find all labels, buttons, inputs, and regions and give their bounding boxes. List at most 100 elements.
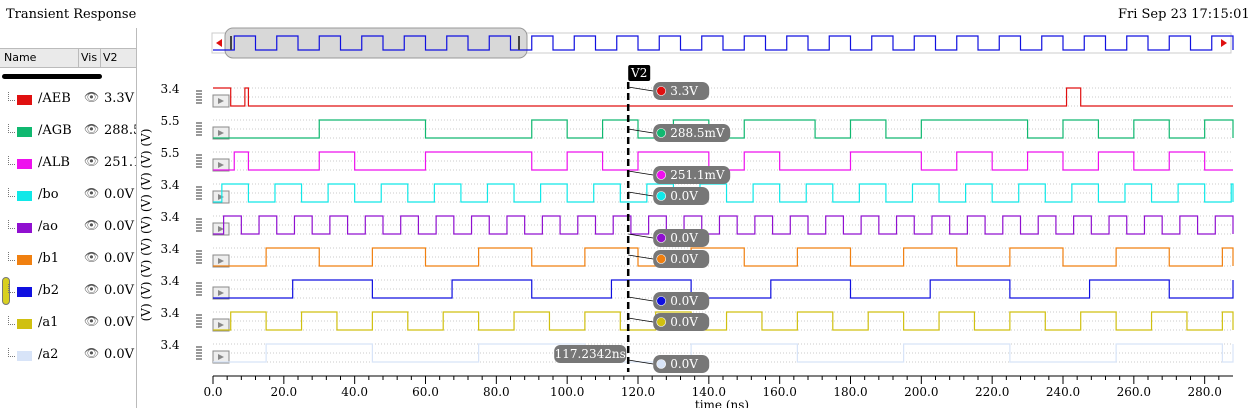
play-icon[interactable] (212, 254, 230, 268)
value-bubble-ALB[interactable]: 251.1mV (628, 166, 731, 184)
value-bubble-a1[interactable]: 0.0V (628, 313, 710, 331)
x-axis-label: time (ns) (695, 398, 749, 408)
eye-icon[interactable]: 👁 (84, 346, 100, 360)
name-column-header[interactable]: Name (4, 51, 37, 64)
y-max-label: 5.5 (160, 114, 179, 128)
trace-row-ao[interactable]: 3.4 (160, 210, 1234, 236)
signal-value: 0.0V (104, 283, 135, 298)
eye-icon[interactable]: 👁 (84, 282, 100, 296)
x-tick-label: 220.0 (975, 385, 1009, 399)
waveform-trace[interactable] (213, 247, 1234, 267)
play-icon[interactable] (212, 94, 230, 108)
y-max-label: 3.4 (160, 274, 179, 288)
y-max-label: 5.5 (160, 146, 179, 160)
value-dot (656, 233, 667, 243)
timestamp: Fri Sep 23 17:15:01 2022 (1118, 7, 1252, 22)
signal-row-b1[interactable]: /b1 👁 0.0V (0, 250, 136, 282)
signal-color-swatch[interactable] (17, 127, 32, 137)
y-max-label: 3.4 (160, 306, 179, 320)
cursor-value-label: 0.0V (670, 315, 698, 329)
value-dot (656, 254, 667, 264)
signal-value: 0.0V (104, 187, 135, 202)
value-bubble-b1[interactable]: 0.0V (628, 250, 710, 268)
signal-color-swatch[interactable] (17, 255, 32, 265)
trace-row-b1[interactable]: 3.4 (160, 242, 1234, 268)
signal-value: 3.3V (104, 91, 135, 106)
play-icon[interactable] (212, 286, 230, 300)
signal-color-swatch[interactable] (17, 319, 32, 329)
signal-value: 251.1mV (104, 155, 136, 170)
trace-row-AEB[interactable]: 3.4 (160, 82, 1233, 108)
value-bubble-AEB[interactable]: 3.3V (628, 82, 710, 100)
eye-icon[interactable]: 👁 (84, 122, 100, 136)
signal-color-swatch[interactable] (17, 191, 32, 201)
signal-row-a1[interactable]: /a1 👁 0.0V (0, 314, 136, 346)
signal-row-ao[interactable]: /ao 👁 0.0V (0, 218, 136, 250)
cursor-v2[interactable]: V2 (626, 65, 651, 372)
waveform-trace[interactable] (213, 183, 1234, 203)
x-tick-label: 60.0 (412, 385, 439, 399)
thumb-left-handle[interactable] (230, 36, 232, 50)
eye-icon[interactable]: 👁 (84, 90, 100, 104)
signal-row-b2[interactable]: /b2 👁 0.0V (0, 282, 136, 314)
signal-value: 288.5mV (104, 123, 136, 138)
signal-color-swatch[interactable] (17, 351, 32, 361)
cursor-tag[interactable] (628, 65, 651, 81)
signal-row-a2[interactable]: /a2 👁 0.0V (0, 346, 136, 378)
play-icon[interactable] (212, 126, 230, 140)
scroll-right-icon[interactable] (1221, 39, 1227, 47)
eye-icon[interactable]: 👁 (84, 154, 100, 168)
overview-strip[interactable] (211, 27, 1234, 59)
value-bubble-b2[interactable]: 0.0V (628, 292, 710, 310)
waveform-trace[interactable] (213, 311, 1234, 331)
trace-row-a2[interactable]: 3.4 (160, 338, 1234, 364)
waveform-trace[interactable] (213, 215, 1234, 235)
scroll-left-icon[interactable] (216, 39, 222, 47)
cursor-value-label: 0.0V (670, 252, 698, 266)
eye-icon[interactable]: 👁 (84, 218, 100, 232)
waveform-trace[interactable] (213, 87, 1233, 107)
play-icon[interactable] (212, 318, 230, 332)
row-marker (2, 277, 10, 305)
y-max-label: 3.4 (160, 210, 179, 224)
play-icon[interactable] (212, 158, 230, 172)
play-icon[interactable] (212, 222, 230, 236)
signal-color-swatch[interactable] (17, 95, 32, 105)
waveform-trace[interactable] (213, 343, 1234, 363)
thumb-right-handle[interactable] (518, 36, 520, 50)
signal-row-AEB[interactable]: /AEB 👁 3.3V (0, 90, 136, 122)
signal-value: 0.0V (104, 347, 135, 362)
y-max-label: 3.4 (160, 82, 179, 96)
eye-icon[interactable]: 👁 (84, 186, 100, 200)
tree-connector (8, 124, 15, 133)
cursor-value-label: 0.0V (670, 189, 698, 203)
vis-column-header[interactable]: Vis (81, 51, 98, 64)
trace-row-a1[interactable]: 3.4 (160, 306, 1234, 332)
value-bubble-a2[interactable]: 0.0V (628, 355, 710, 373)
signal-row-AGB[interactable]: /AGB 👁 288.5mV (0, 122, 136, 154)
eye-icon[interactable]: 👁 (84, 250, 100, 264)
x-tick-label: 260.0 (1117, 385, 1151, 399)
waveform-trace[interactable] (213, 119, 1234, 139)
eye-icon[interactable]: 👁 (84, 314, 100, 328)
overview-thumb[interactable] (224, 27, 528, 59)
value-dot (656, 128, 667, 138)
waveform-trace[interactable] (213, 151, 1233, 171)
signal-row-ALB[interactable]: /ALB 👁 251.1mV (0, 154, 136, 186)
value-bubble-AGB[interactable]: 288.5mV (628, 124, 731, 142)
value-bubble-ao[interactable]: 0.0V (628, 229, 710, 247)
play-icon[interactable] (212, 190, 230, 204)
play-icon[interactable] (212, 350, 230, 364)
value-column-header[interactable]: V2 (103, 51, 118, 64)
tree-connector (8, 92, 15, 101)
signal-color-swatch[interactable] (17, 287, 32, 297)
waveform-trace[interactable] (213, 279, 1234, 299)
x-tick-label: 20.0 (270, 385, 297, 399)
signal-color-swatch[interactable] (17, 223, 32, 233)
value-bubble-bo[interactable]: 0.0V (628, 187, 710, 205)
signal-row-bo[interactable]: /bo 👁 0.0V (0, 186, 136, 218)
signal-color-swatch[interactable] (17, 159, 32, 169)
x-tick-label: 80.0 (483, 385, 510, 399)
trace-row-b2[interactable]: 3.4 (160, 274, 1234, 300)
